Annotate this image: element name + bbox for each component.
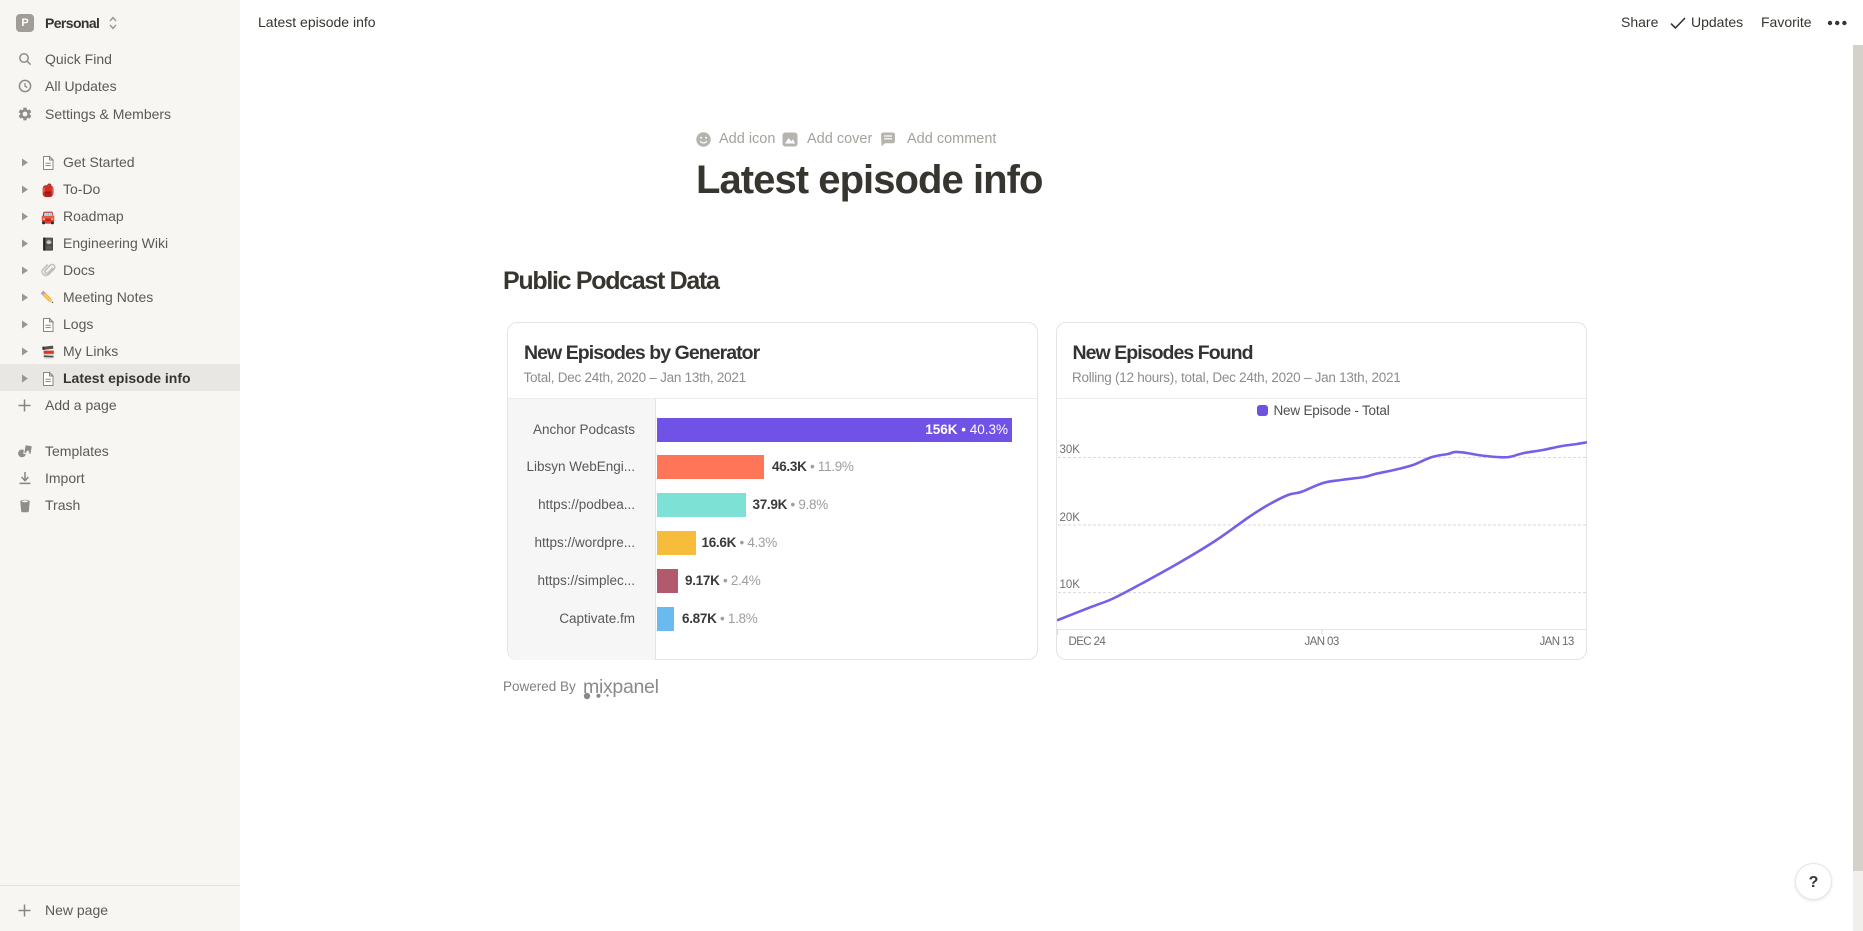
svg-text:mixpanel: mixpanel (583, 676, 659, 698)
